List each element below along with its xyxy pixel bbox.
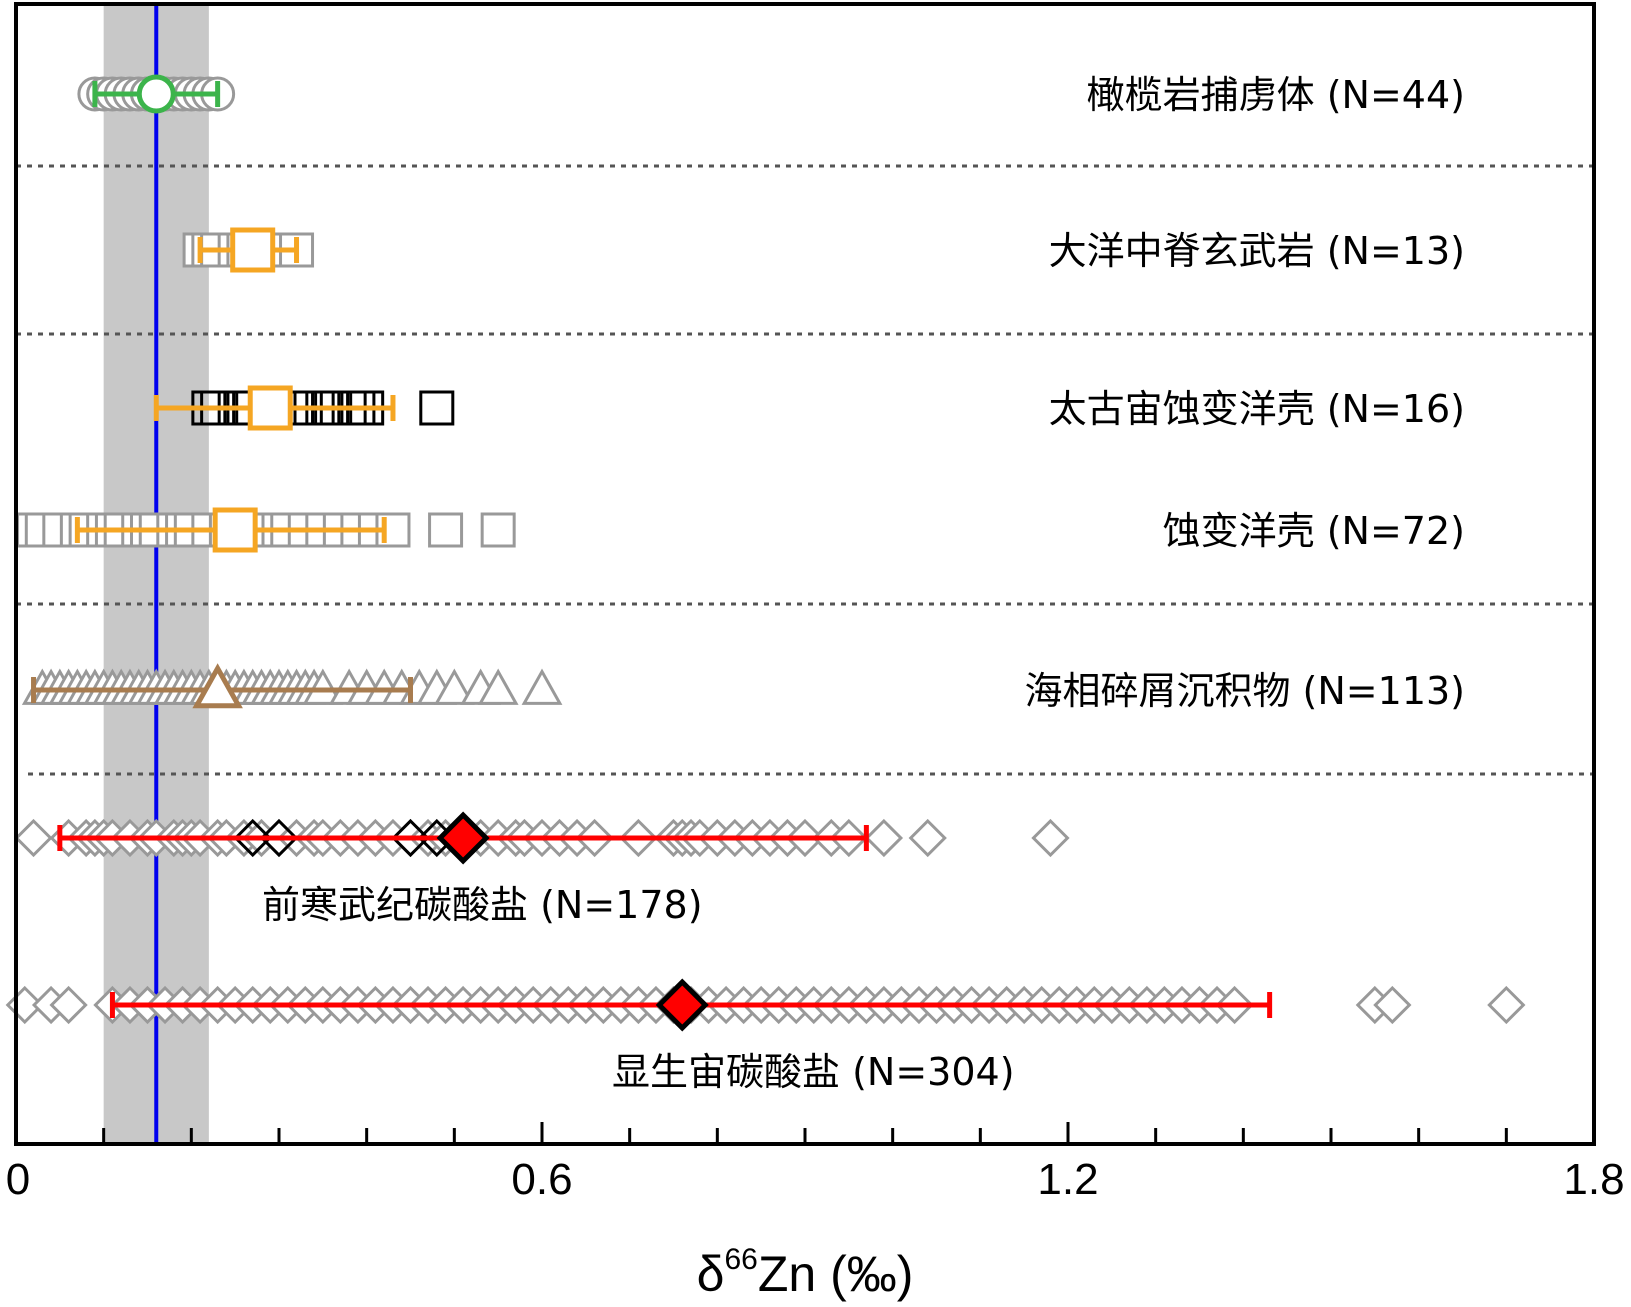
data-point — [1031, 818, 1070, 858]
x-tick-label: 0.6 — [511, 1155, 572, 1204]
data-point-highlight — [391, 818, 430, 858]
x-axis: 0 0.6 1.2 1.8 — [6, 1122, 1625, 1204]
mean-marker — [655, 978, 709, 1032]
data-point — [433, 668, 475, 705]
plot-frame — [14, 2, 1596, 1146]
mean-marker — [230, 227, 276, 273]
group-labels: 橄榄岩捕虏体 (N=44) 大洋中脊玄武岩 (N=13) 太古宙蚀变洋壳 (N=16… — [262, 73, 1465, 1094]
group-label: 前寒武纪碳酸盐 (N=178) — [262, 883, 703, 927]
x-tick-label: 1.2 — [1037, 1155, 1098, 1204]
group-separators — [16, 164, 1594, 776]
x-axis-title: δ66Zn (‰) — [697, 1243, 914, 1302]
data-point — [302, 668, 344, 705]
data-point — [521, 668, 563, 705]
group-label: 蚀变洋壳 (N=72) — [1163, 509, 1465, 553]
data-point — [477, 668, 519, 705]
data-point — [1487, 985, 1526, 1025]
reference-layer — [103, 4, 209, 1144]
x-tick-label: 0 — [6, 1155, 30, 1204]
group-label: 太古宙蚀变洋壳 (N=16) — [1049, 387, 1465, 431]
data-point — [908, 818, 947, 858]
data-point — [428, 512, 464, 548]
data-point-highlight — [419, 390, 455, 426]
group-label: 大洋中脊玄武岩 (N=13) — [1049, 229, 1465, 273]
group-label: 橄榄岩捕虏体 (N=44) — [1087, 73, 1465, 117]
data-point — [49, 985, 88, 1025]
data-point — [14, 818, 53, 858]
group-label: 海相碎屑沉积物 (N=113) — [1024, 669, 1465, 713]
data-point-highlight — [233, 818, 272, 858]
mean-marker — [192, 663, 243, 709]
mean-marker — [212, 507, 258, 553]
mean-marker — [436, 811, 490, 865]
group-label: 显生宙碳酸盐 (N=304) — [612, 1050, 1015, 1094]
x-tick-label: 1.8 — [1563, 1155, 1624, 1204]
mean-marker — [136, 74, 176, 114]
data-point — [1373, 985, 1412, 1025]
data-point — [864, 818, 904, 858]
group-summaries — [31, 74, 1273, 1032]
mean-marker — [247, 385, 293, 431]
data-point — [480, 512, 516, 548]
data-point-highlight — [259, 818, 299, 858]
